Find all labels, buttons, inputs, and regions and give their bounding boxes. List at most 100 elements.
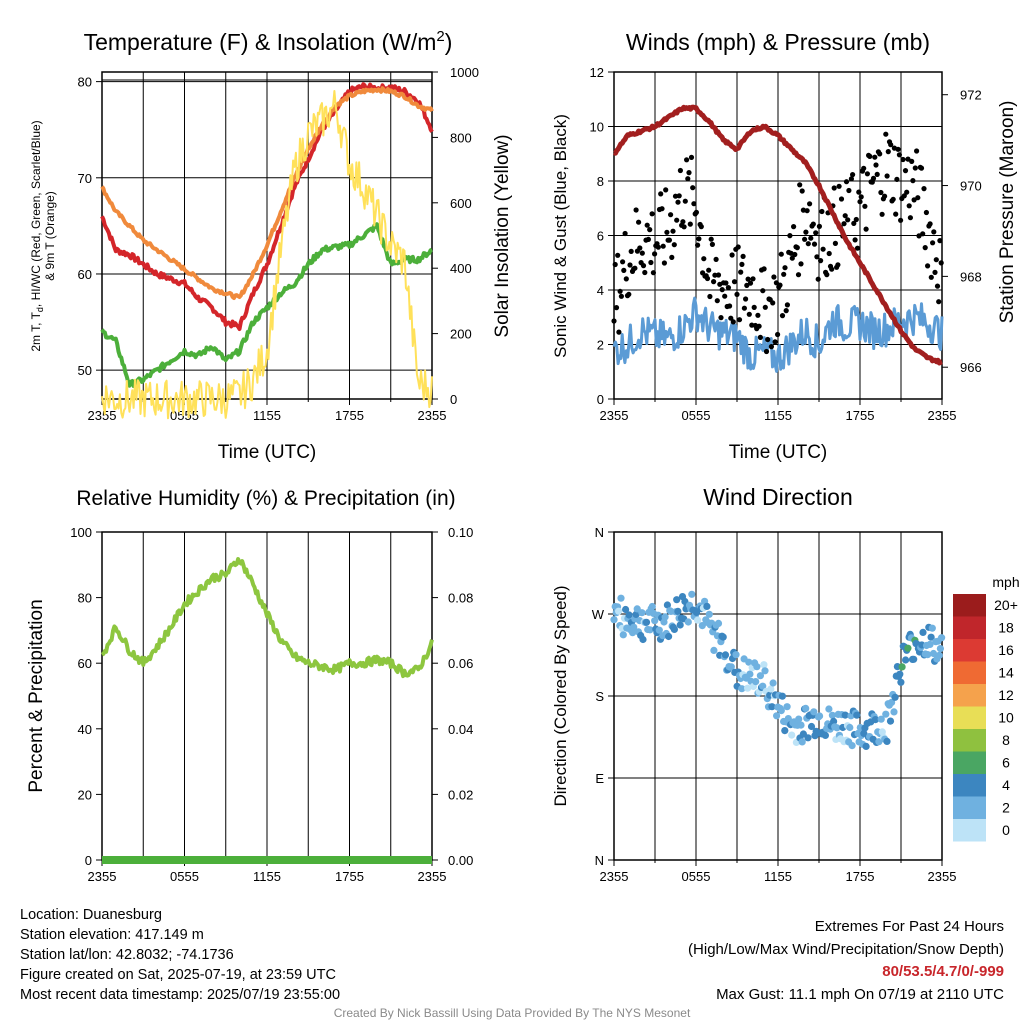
direction-point [781, 727, 789, 735]
gust-point [808, 235, 814, 241]
direction-point [619, 631, 627, 639]
gust-point [731, 279, 738, 285]
direction-point [926, 640, 934, 649]
gust-point [750, 276, 756, 282]
direction-point [871, 716, 880, 724]
left-y-tick-label: 6 [597, 229, 604, 244]
gust-point [771, 274, 777, 280]
gust-point [819, 208, 825, 215]
x-tick-label: 2355 [928, 869, 957, 884]
gust-point [882, 193, 888, 199]
winds-title: Winds (mph) & Pressure (mb) [626, 29, 930, 55]
x-tick-label: 1755 [846, 408, 875, 423]
gust-point [862, 203, 868, 209]
direction-point [642, 618, 651, 626]
humidity-ylabel-left: Percent & Precipitation [26, 599, 47, 792]
left-y-tick-label: 20 [78, 787, 92, 802]
gust-point [763, 348, 770, 355]
direction-panel: Wind Direction 2355 0555 1155 1755 2355NESWN… [551, 484, 1020, 884]
gust-point [815, 276, 821, 282]
x-tick-label: 1155 [253, 408, 281, 423]
gust-point [664, 229, 670, 235]
gust-point [799, 188, 805, 194]
colorbar-swatch [953, 684, 986, 707]
gust-point [617, 288, 623, 294]
right-y-tick-label: 0.08 [448, 591, 473, 606]
latlon-text: Station lat/lon: 42.8032; -74.1736 [20, 947, 234, 963]
gust-point [642, 269, 648, 276]
gust-point [804, 208, 810, 214]
left-y-tick-label: 50 [78, 363, 92, 378]
gust-point [708, 236, 714, 242]
gust-point [842, 213, 848, 219]
colorbar-label: 2 [1002, 800, 1010, 816]
gust-point [831, 185, 837, 191]
gust-point [690, 185, 696, 191]
gust-point [907, 215, 914, 221]
left-y-tick-label: 80 [78, 75, 92, 90]
temperature-panel: Temperature (F) & Insolation (W/m2) 2355… [29, 28, 513, 463]
direction-point [721, 651, 730, 659]
colorbar-swatch [953, 661, 986, 684]
gust-point [937, 238, 943, 244]
colorbar-swatch [953, 639, 986, 662]
gust-point [797, 182, 803, 188]
left-y-tick-label: 8 [597, 174, 604, 189]
gust-point [688, 154, 695, 160]
temperature-series-line [100, 222, 433, 388]
colorbar-label: 6 [1002, 755, 1010, 771]
gust-point [781, 271, 787, 277]
gust-point [858, 194, 864, 200]
extremes-title: Extremes For Past 24 Hours [814, 918, 1004, 935]
left-y-tick-label: 12 [590, 65, 604, 80]
direction-point [902, 656, 910, 664]
gust-point [711, 279, 717, 285]
direction-point [746, 670, 754, 678]
gust-point [706, 267, 712, 273]
colorbar-swatch [953, 774, 986, 797]
gust-point [836, 183, 842, 189]
gust-point [782, 265, 788, 271]
direction-point [828, 711, 837, 719]
direction-point [684, 618, 692, 626]
direction-point [676, 621, 684, 629]
colorbar-label: 20+ [994, 597, 1018, 613]
direction-point [833, 724, 841, 732]
gust-point [660, 243, 666, 249]
gust-point [932, 269, 938, 275]
station-info: Location: Duanesburg Station elevation: … [20, 905, 340, 1005]
direction-point [804, 734, 812, 742]
temperature-ylabel-right: Solar Insolation (Yellow) [492, 134, 513, 337]
gust-point [893, 211, 899, 217]
right-y-tick-label: 0.00 [448, 853, 473, 868]
gust-point [735, 244, 741, 250]
direction-point [651, 617, 659, 625]
right-y-tick-label: 600 [450, 196, 472, 211]
gust-point [872, 154, 878, 160]
direction-point [670, 625, 679, 634]
gust-point [613, 305, 620, 311]
gust-point [798, 261, 804, 267]
gust-point [740, 253, 746, 259]
gust-point [805, 241, 811, 247]
direction-point [848, 742, 856, 750]
credit-text: Created By Nick Bassill Using Data Provi… [333, 1006, 691, 1020]
direction-point [897, 678, 905, 686]
gust-point [811, 241, 818, 247]
gust-point [611, 318, 617, 324]
gust-point [723, 280, 729, 286]
extremes-values: 80/53.5/4.7/0/-999 [882, 963, 1004, 980]
gust-point [814, 254, 820, 260]
gust-point [618, 293, 625, 299]
gust-point [704, 275, 711, 282]
direction-point [646, 626, 654, 634]
sonic-wind-line [612, 296, 944, 373]
gust-point [616, 329, 622, 335]
right-y-tick-label: 0.10 [448, 525, 473, 540]
gust-point [898, 217, 904, 223]
direction-ylabel-left: Direction (Colored By Speed) [551, 585, 570, 806]
direction-point [924, 651, 932, 659]
gust-point [648, 259, 654, 266]
direction-point [760, 661, 768, 669]
direction-point [802, 704, 810, 713]
